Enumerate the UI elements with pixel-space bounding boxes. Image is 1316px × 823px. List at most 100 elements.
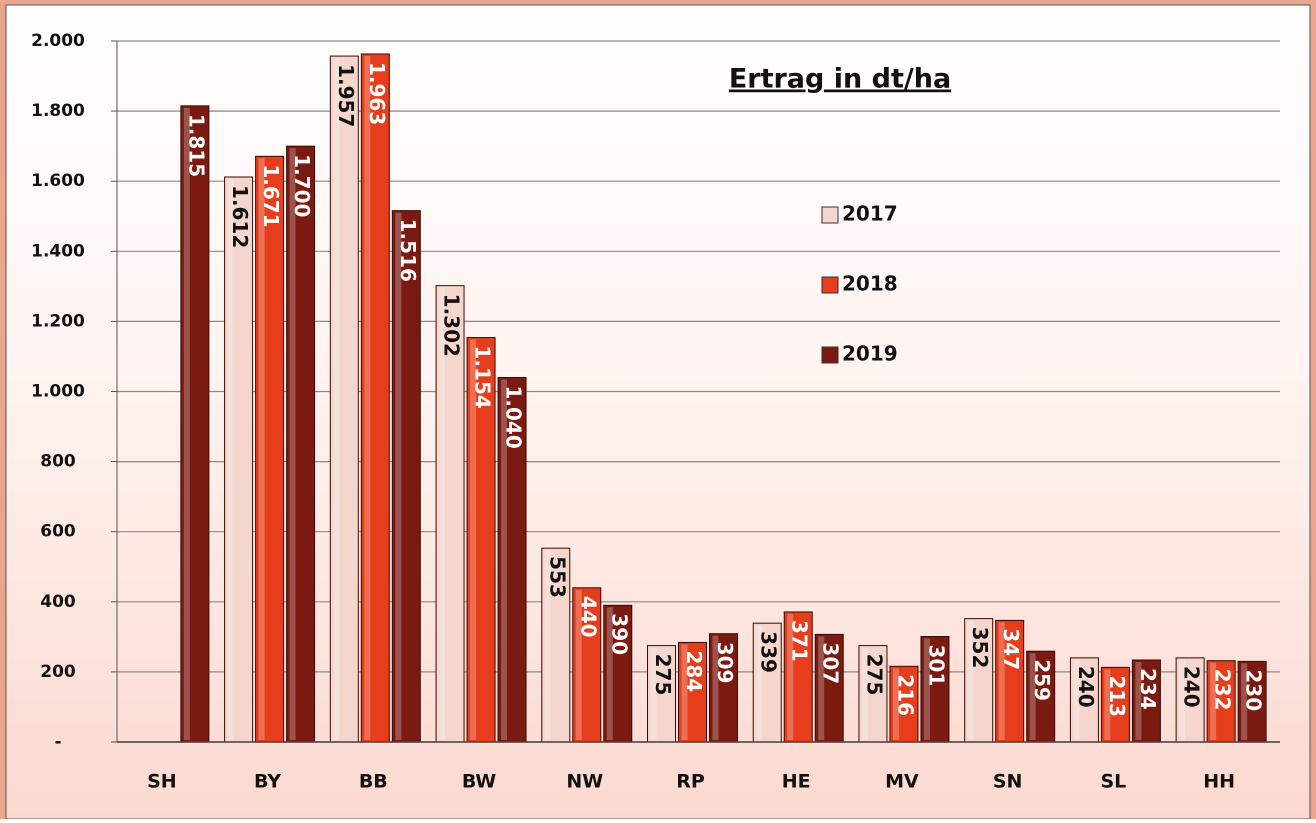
value-label: 1.516 xyxy=(396,219,420,282)
value-label: 275 xyxy=(862,654,886,696)
x-tick-label: NW xyxy=(566,771,603,793)
bar-highlight xyxy=(818,636,825,740)
bar xyxy=(814,633,844,743)
value-label: 240 xyxy=(1180,666,1204,708)
bar-highlight xyxy=(501,379,508,740)
bar-highlight xyxy=(258,158,265,740)
bar xyxy=(1100,666,1130,743)
value-label: 275 xyxy=(651,654,675,696)
value-label: 347 xyxy=(999,628,1023,670)
value-label: 234 xyxy=(1136,668,1160,710)
bar xyxy=(752,622,782,743)
value-label: 301 xyxy=(924,644,948,686)
bar xyxy=(1237,660,1267,743)
value-label: 1.815 xyxy=(184,114,208,177)
y-tick-label: 1.000 xyxy=(31,382,85,402)
value-label: 339 xyxy=(757,631,781,673)
bar xyxy=(1026,650,1056,743)
value-label: 232 xyxy=(1211,669,1235,711)
y-tick-label: 1.800 xyxy=(31,101,85,121)
x-tick-label: BW xyxy=(462,771,496,793)
bar xyxy=(541,547,571,743)
y-tick-label: - xyxy=(54,732,61,752)
bar xyxy=(964,618,994,743)
bar xyxy=(391,210,421,743)
x-tick-label: HE xyxy=(782,771,811,793)
bar xyxy=(1175,657,1205,743)
bar xyxy=(920,635,950,743)
value-label: 216 xyxy=(893,674,917,716)
bar-highlight xyxy=(289,148,296,740)
bar-highlight xyxy=(1135,661,1142,740)
value-label: 553 xyxy=(545,556,569,598)
y-tick-label: 1.600 xyxy=(31,171,85,191)
x-tick-label: BY xyxy=(254,771,281,793)
bar xyxy=(1206,660,1236,743)
bar xyxy=(497,376,527,743)
value-label: 213 xyxy=(1105,675,1129,717)
bar-highlight xyxy=(1210,662,1217,740)
y-tick-label: 600 xyxy=(40,522,76,542)
value-label: 284 xyxy=(682,650,706,692)
x-tick-label: BB xyxy=(359,771,388,793)
value-label: 240 xyxy=(1074,666,1098,708)
x-tick-label: SH xyxy=(147,771,177,793)
bar-highlight xyxy=(650,647,657,740)
bar-highlight xyxy=(439,287,446,740)
bar-highlight xyxy=(183,107,190,740)
value-label: 309 xyxy=(713,642,737,684)
value-label: 1.040 xyxy=(502,385,526,448)
bar-highlight xyxy=(575,589,582,740)
value-label: 1.612 xyxy=(228,185,252,248)
bar-highlight xyxy=(756,625,763,740)
bar xyxy=(329,55,359,743)
bar-highlight xyxy=(227,178,234,740)
bar-highlight xyxy=(892,668,899,740)
bar xyxy=(603,604,633,743)
y-tick-label: 400 xyxy=(40,592,76,612)
bar xyxy=(1069,657,1099,743)
legend-swatch xyxy=(821,346,839,364)
legend-label: 2017 xyxy=(842,202,898,226)
bar-highlight xyxy=(470,339,477,740)
x-tick-label: HH xyxy=(1203,771,1235,793)
y-tick-label: 800 xyxy=(40,452,76,472)
y-tick-label: 1.200 xyxy=(31,311,85,331)
bar-highlight xyxy=(364,55,371,740)
value-label: 1.302 xyxy=(440,294,464,357)
bar xyxy=(647,645,676,743)
value-label: 371 xyxy=(788,620,812,662)
bar-highlight xyxy=(333,58,340,741)
bar-highlight xyxy=(1179,659,1186,740)
value-label: 352 xyxy=(968,627,992,669)
bar xyxy=(858,645,888,743)
value-label: 1.957 xyxy=(334,64,358,127)
y-tick-label: 1.400 xyxy=(31,241,85,261)
value-label: 230 xyxy=(1242,669,1266,711)
bar xyxy=(180,105,210,743)
bar xyxy=(678,641,707,743)
bar xyxy=(889,665,919,743)
bar-highlight xyxy=(1073,659,1080,740)
x-tick-label: SN xyxy=(993,771,1023,793)
bar-highlight xyxy=(1241,663,1248,740)
value-label: 1.154 xyxy=(471,346,495,409)
bar-highlight xyxy=(681,644,688,740)
bar xyxy=(466,337,496,743)
legend-label: 2018 xyxy=(842,272,898,296)
x-tick-label: MV xyxy=(885,771,919,793)
bar-highlight xyxy=(606,607,613,740)
value-label: 1.700 xyxy=(290,154,314,217)
bar-highlight xyxy=(395,212,402,741)
y-tick-label: 200 xyxy=(40,662,76,682)
x-tick-label: SL xyxy=(1101,771,1127,793)
bar-highlight xyxy=(998,622,1005,740)
value-label: 440 xyxy=(576,596,600,638)
value-label: 259 xyxy=(1030,659,1054,701)
bar xyxy=(783,611,813,743)
x-tick-label: RP xyxy=(676,771,705,793)
bar-highlight xyxy=(787,613,794,740)
bar-highlight xyxy=(861,647,868,740)
value-label: 390 xyxy=(607,613,631,655)
